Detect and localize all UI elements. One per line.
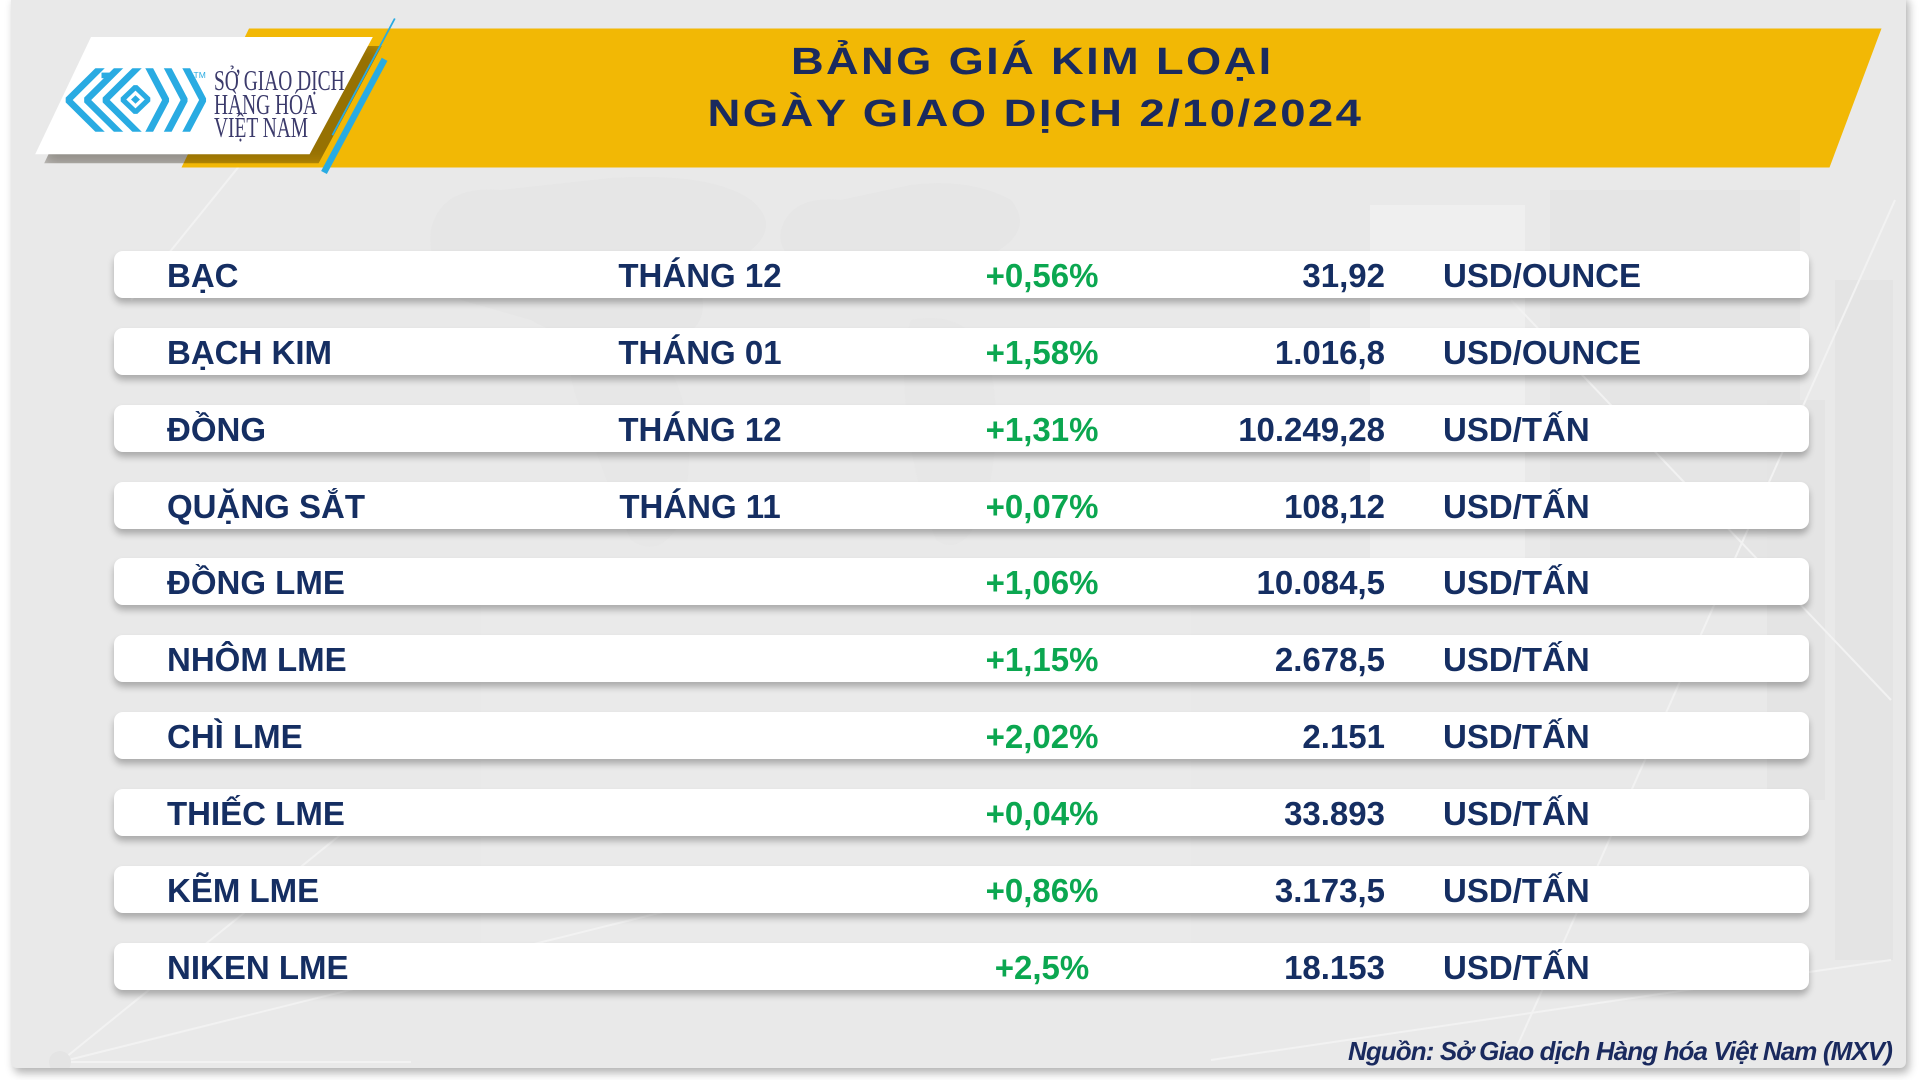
svg-text:TM: TM: [194, 70, 206, 80]
